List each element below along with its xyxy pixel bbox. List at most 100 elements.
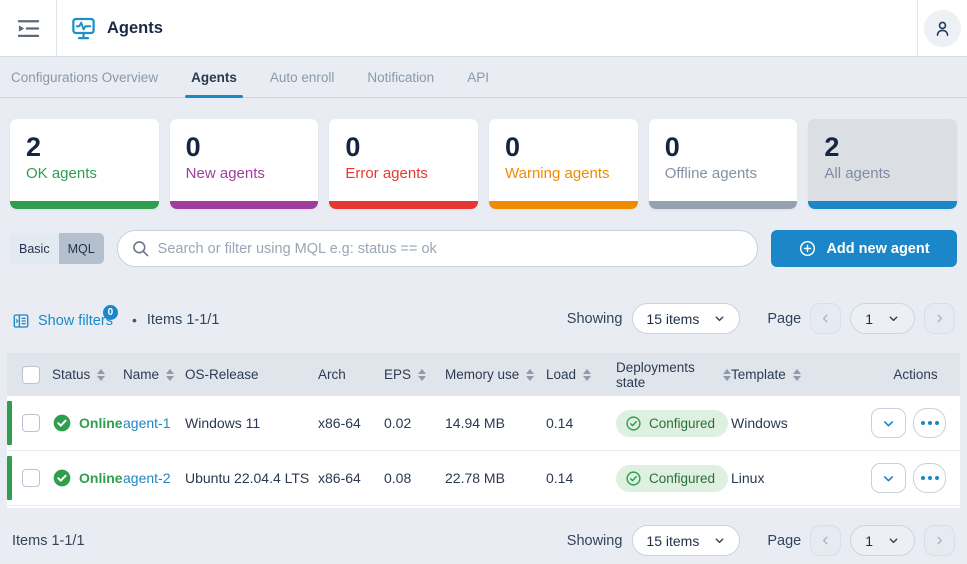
page-title: Agents — [107, 19, 163, 38]
mode-mql-button[interactable]: MQL — [59, 233, 104, 264]
items-range-bottom: Items 1-1/1 — [12, 533, 85, 549]
stat-card-warning-agents[interactable]: 0 Warning agents — [489, 119, 638, 209]
previous-page-button[interactable] — [810, 303, 841, 334]
deployment-status-badge: Configured — [616, 465, 728, 492]
search-mode-toggle: Basic MQL — [10, 233, 104, 264]
stat-card-bar — [170, 201, 319, 209]
previous-page-button-bottom[interactable] — [810, 525, 841, 556]
page-size-select-bottom[interactable]: 15 items — [632, 525, 740, 556]
eps-cell: 0.08 — [384, 470, 445, 486]
agent-name-link[interactable]: agent-1 — [123, 415, 170, 431]
column-header-actions: Actions — [893, 367, 937, 382]
column-header-template: Template — [731, 367, 786, 382]
showing-label: Showing — [567, 533, 623, 549]
os-release-cell: Windows 11 — [185, 415, 318, 431]
top-header: Agents — [0, 0, 967, 57]
next-page-button[interactable] — [924, 303, 955, 334]
column-header-os-release: OS-Release — [185, 367, 259, 382]
tab-api[interactable]: API — [465, 57, 491, 97]
table-row-agent-1: Online agent-1 Windows 11 x86-64 0.02 14… — [7, 396, 960, 451]
stat-value: 0 — [186, 132, 319, 162]
chevron-left-icon — [819, 312, 832, 325]
page-number-select-bottom[interactable]: 1 — [850, 525, 915, 556]
sort-icon[interactable] — [793, 369, 801, 381]
status-text: Online — [79, 470, 123, 486]
sort-icon[interactable] — [526, 369, 534, 381]
row-actions-button[interactable] — [913, 408, 946, 438]
add-new-agent-label: Add new agent — [826, 241, 929, 257]
tab-agents[interactable]: Agents — [189, 57, 239, 97]
stat-card-all-agents[interactable]: 2 All agents — [808, 119, 957, 209]
current-page-value: 1 — [865, 311, 873, 327]
stat-card-offline-agents[interactable]: 0 Offline agents — [649, 119, 798, 209]
stat-card-ok-agents[interactable]: 2 OK agents — [10, 119, 159, 209]
column-header-deployments-state: Deployments state — [616, 360, 716, 390]
sort-icon[interactable] — [166, 369, 174, 381]
tab-auto-enroll[interactable]: Auto enroll — [268, 57, 337, 97]
column-header-memory-use: Memory use — [445, 367, 519, 382]
expand-row-button[interactable] — [871, 463, 906, 493]
search-box[interactable] — [117, 230, 758, 267]
toolbar-left: Show filters 0 • Items 1-1/1 — [12, 307, 219, 330]
search-icon — [131, 239, 150, 258]
chevron-down-icon — [881, 471, 896, 486]
load-cell: 0.14 — [546, 415, 616, 431]
page-number-select[interactable]: 1 — [850, 303, 915, 334]
next-page-button-bottom[interactable] — [924, 525, 955, 556]
page-size-value: 15 items — [646, 533, 699, 549]
add-new-agent-button[interactable]: Add new agent — [771, 230, 957, 267]
table-toolbar: Show filters 0 • Items 1-1/1 Showing 15 … — [12, 303, 955, 334]
ellipsis-icon — [921, 421, 939, 425]
stat-card-bar — [808, 201, 957, 209]
sort-icon[interactable] — [723, 369, 731, 381]
row-checkbox[interactable] — [22, 414, 40, 432]
agent-stat-cards: 2 OK agents 0 New agents 0 Error agents … — [0, 98, 967, 209]
ellipsis-icon — [921, 476, 939, 480]
stat-card-new-agents[interactable]: 0 New agents — [170, 119, 319, 209]
check-circle-icon — [625, 470, 642, 487]
chevron-down-icon — [713, 534, 726, 547]
sort-icon[interactable] — [418, 369, 426, 381]
select-all-checkbox[interactable] — [22, 366, 40, 384]
stat-label: OK agents — [26, 165, 159, 182]
filter-count-badge: 0 — [103, 305, 118, 320]
app-title-area: Agents — [57, 0, 163, 56]
sort-icon[interactable] — [583, 369, 591, 381]
column-header-eps: EPS — [384, 367, 411, 382]
deployment-status-badge: Configured — [616, 410, 728, 437]
eps-cell: 0.02 — [384, 415, 445, 431]
memory-use-cell: 14.94 MB — [445, 415, 546, 431]
mode-basic-button[interactable]: Basic — [10, 233, 59, 264]
tab-configurations-overview[interactable]: Configurations Overview — [9, 57, 160, 97]
plus-circle-icon — [798, 239, 817, 258]
page-label: Page — [767, 311, 801, 327]
template-cell: Linux — [731, 470, 871, 486]
user-profile-button[interactable] — [924, 10, 961, 47]
expand-row-button[interactable] — [871, 408, 906, 438]
stat-card-error-agents[interactable]: 0 Error agents — [329, 119, 478, 209]
stat-card-bar — [10, 201, 159, 209]
template-cell: Windows — [731, 415, 871, 431]
sidebar-toggle-button[interactable] — [0, 0, 57, 56]
tab-bar: Configurations Overview Agents Auto enro… — [0, 57, 967, 98]
agent-name-link[interactable]: agent-2 — [123, 470, 170, 486]
chevron-down-icon — [887, 312, 900, 325]
stat-value: 0 — [345, 132, 478, 162]
page-size-select[interactable]: 15 items — [632, 303, 740, 334]
chevron-left-icon — [819, 534, 832, 547]
sort-icon[interactable] — [97, 369, 105, 381]
table-row-agent-2: Online agent-2 Ubuntu 22.04.4 LTS x86-64… — [7, 451, 960, 506]
column-header-load: Load — [546, 367, 576, 382]
search-input[interactable] — [158, 241, 744, 257]
tab-notification[interactable]: Notification — [365, 57, 436, 97]
chevron-down-icon — [713, 312, 726, 325]
load-cell: 0.14 — [546, 470, 616, 486]
status-online-icon — [52, 468, 72, 488]
show-filters-link[interactable]: Show filters — [12, 312, 113, 330]
row-checkbox[interactable] — [22, 469, 40, 487]
person-icon — [932, 18, 953, 39]
memory-use-cell: 22.78 MB — [445, 470, 546, 486]
chevron-right-icon — [933, 534, 946, 547]
showing-label: Showing — [567, 311, 623, 327]
row-actions-button[interactable] — [913, 463, 946, 493]
